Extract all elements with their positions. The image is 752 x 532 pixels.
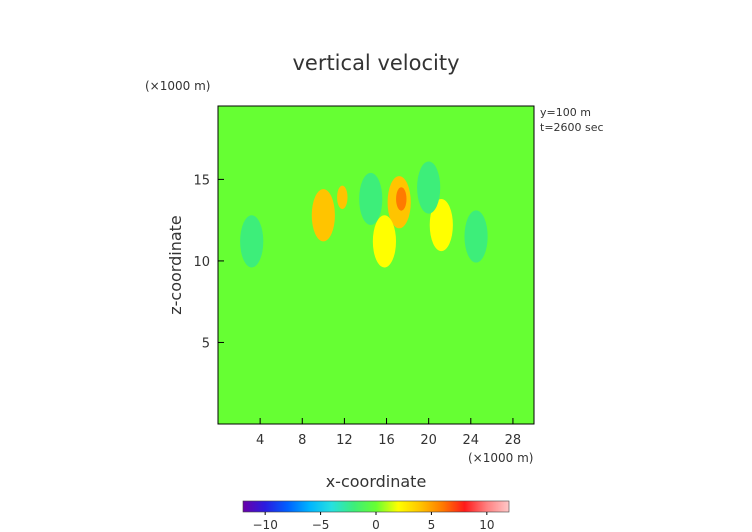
field-feature-updraft bbox=[311, 189, 335, 242]
x-axis-ticks: 4 8 12 16 20 24 28 bbox=[256, 418, 521, 448]
x-unit-label: (×1000 m) bbox=[468, 451, 533, 465]
x-tick-label: 4 bbox=[256, 433, 264, 448]
field-feature-updraft bbox=[372, 215, 397, 268]
x-tick-label: 28 bbox=[505, 433, 522, 448]
y-tick-label: 15 bbox=[193, 173, 210, 188]
z-unit-label: (×1000 m) bbox=[145, 79, 210, 93]
colorbar-tick-label: 10 bbox=[479, 518, 494, 532]
x-tick-label: 24 bbox=[463, 433, 480, 448]
field-feature-downdraft bbox=[417, 161, 441, 214]
colorbar-ticks: −10 −5 0 5 10 bbox=[253, 512, 494, 532]
colorbar bbox=[242, 500, 510, 513]
annotation-y: y=100 m bbox=[540, 106, 591, 119]
annotation-t: t=2600 sec bbox=[540, 121, 604, 134]
colorbar-tick-label: −10 bbox=[253, 518, 278, 532]
x-axis-label: x-coordinate bbox=[326, 472, 427, 491]
colorbar-tick-label: 0 bbox=[372, 518, 380, 532]
x-tick-label: 8 bbox=[298, 433, 306, 448]
plot-frame bbox=[217, 105, 535, 425]
y-tick-label: 10 bbox=[193, 255, 210, 270]
y-tick-label: 5 bbox=[202, 336, 210, 351]
field-feature-updraft-core bbox=[337, 185, 348, 210]
colorbar-tick-label: −5 bbox=[312, 518, 330, 532]
colorbar-tick-label: 5 bbox=[428, 518, 436, 532]
field-feature-updraft-core bbox=[396, 187, 407, 211]
x-tick-label: 12 bbox=[336, 433, 353, 448]
x-tick-label: 16 bbox=[378, 433, 395, 448]
velocity-field bbox=[218, 106, 534, 424]
field-feature-downdraft bbox=[464, 210, 488, 263]
chart-title: vertical velocity bbox=[292, 51, 459, 75]
field-feature-updraft bbox=[429, 198, 453, 252]
field-background bbox=[218, 106, 534, 424]
y-axis-label: z-coordinate bbox=[166, 215, 185, 315]
y-axis-ticks: 5 10 15 bbox=[193, 173, 224, 351]
field-feature-downdraft bbox=[240, 215, 264, 268]
field-feature-downdraft bbox=[359, 172, 383, 226]
x-tick-label: 20 bbox=[420, 433, 437, 448]
